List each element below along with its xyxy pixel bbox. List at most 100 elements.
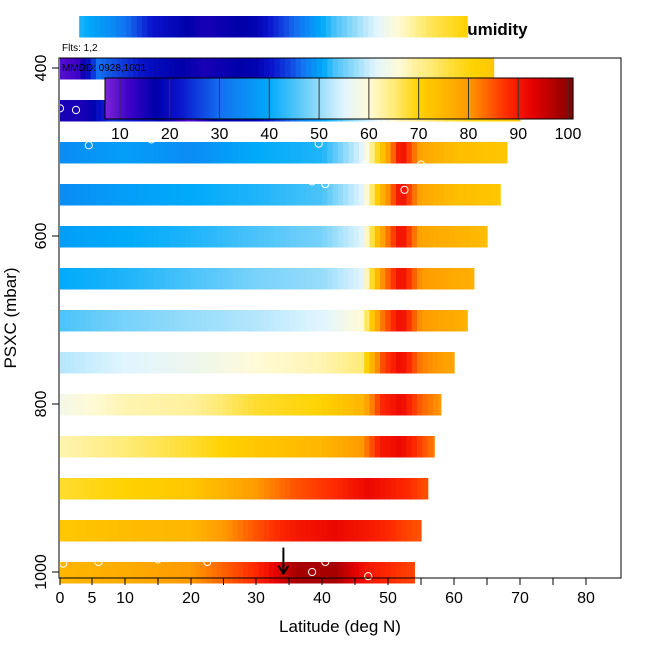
heat-cell xyxy=(395,184,402,206)
heat-cell xyxy=(422,142,429,164)
heat-cell xyxy=(306,562,313,584)
colorbar-cell xyxy=(226,78,231,119)
colorbar-cell xyxy=(261,78,265,119)
heat-cell xyxy=(290,58,297,80)
heat-cell xyxy=(185,142,192,164)
heat-cell xyxy=(343,352,349,374)
heat-cell xyxy=(127,310,134,332)
heat-cell xyxy=(232,478,239,500)
colorbar-cell xyxy=(513,78,517,119)
heat-cell xyxy=(95,310,102,332)
heat-cell xyxy=(159,562,166,584)
heat-cell xyxy=(222,268,228,290)
heat-cell xyxy=(180,226,187,248)
colorbar-cell xyxy=(182,78,186,119)
heat-cell xyxy=(401,478,408,500)
heat-cell xyxy=(406,352,413,374)
x-tick-label: 5 xyxy=(88,590,97,607)
heat-cell xyxy=(427,142,434,164)
observation-point xyxy=(308,177,317,186)
heat-cell xyxy=(300,394,307,416)
heat-cell xyxy=(337,478,344,500)
heat-cell xyxy=(185,310,192,332)
heat-cell xyxy=(164,562,171,584)
heat-cell xyxy=(70,478,76,500)
colorbar-cell xyxy=(343,78,348,119)
heat-cell xyxy=(374,310,381,332)
heat-cell xyxy=(295,58,302,80)
heat-layer xyxy=(60,58,495,80)
heat-cell xyxy=(332,436,339,458)
colorbar-cell xyxy=(456,78,460,119)
heat-cell xyxy=(159,268,166,290)
heat-cell xyxy=(327,520,334,542)
heat-cell xyxy=(243,352,249,374)
colorbar-cell xyxy=(508,78,512,119)
heat-cell xyxy=(422,58,429,80)
heat-cell xyxy=(159,478,166,500)
heat-cell xyxy=(152,16,159,38)
heat-cell xyxy=(454,310,460,332)
heat-cell xyxy=(65,436,71,458)
heat-cell xyxy=(358,394,365,416)
heat-cell xyxy=(159,520,166,542)
heat-cell xyxy=(311,436,318,458)
heat-cell xyxy=(75,268,82,290)
colorbar-cell xyxy=(114,78,119,119)
heat-cell xyxy=(427,58,434,80)
x-tick-label: 40 xyxy=(313,590,331,607)
heat-cell xyxy=(90,394,97,416)
heat-cell xyxy=(401,184,408,206)
heat-cell xyxy=(332,562,339,584)
heat-cell xyxy=(194,16,201,38)
colorbar-cell xyxy=(535,78,539,119)
heat-cell xyxy=(70,268,76,290)
heat-cell xyxy=(85,436,92,458)
colorbar-cell xyxy=(301,78,305,119)
heat-cell xyxy=(206,520,213,542)
colorbar-cell xyxy=(109,78,114,119)
heat-cell xyxy=(111,436,118,458)
x-axis-label: Latitude (deg N) xyxy=(279,617,401,636)
heat-cell xyxy=(169,58,176,80)
heat-cell xyxy=(253,436,260,458)
colorbar-cell xyxy=(219,78,223,119)
heat-cell xyxy=(475,142,481,164)
heat-cell xyxy=(300,268,307,290)
heat-cell xyxy=(369,184,376,206)
heat-cell xyxy=(117,520,123,542)
heat-cell xyxy=(285,352,291,374)
heat-cell xyxy=(380,226,386,248)
heat-cell xyxy=(332,142,339,164)
heat-cell xyxy=(253,310,260,332)
heat-cell xyxy=(196,352,202,374)
heat-cell xyxy=(175,436,182,458)
heat-cell xyxy=(201,478,208,500)
heat-cell xyxy=(227,478,234,500)
colorbar-cell xyxy=(520,78,524,119)
heat-cell xyxy=(101,520,108,542)
flights-label: Flts: 1,2 xyxy=(62,43,98,54)
heat-cell xyxy=(122,436,129,458)
heat-cell xyxy=(101,436,108,458)
heat-cell xyxy=(75,478,82,500)
heat-cell xyxy=(210,16,217,38)
colorbar-cell xyxy=(558,78,562,119)
colorbar-cell xyxy=(339,78,343,119)
heat-cell xyxy=(99,16,106,38)
heat-cell xyxy=(75,226,82,248)
heat-cell xyxy=(232,226,239,248)
heat-cell xyxy=(206,184,213,206)
heat-cell xyxy=(227,436,234,458)
heat-cell xyxy=(243,268,249,290)
heat-cell xyxy=(274,310,281,332)
heat-cell xyxy=(380,520,386,542)
heat-cell xyxy=(111,478,118,500)
colorbar-cell xyxy=(480,78,484,119)
colorbar-cell xyxy=(353,78,358,119)
heat-cell xyxy=(173,16,180,38)
heat-cell xyxy=(127,142,134,164)
heat-cell xyxy=(422,310,429,332)
heat-cell xyxy=(70,520,76,542)
colorbar-cell xyxy=(222,78,226,119)
